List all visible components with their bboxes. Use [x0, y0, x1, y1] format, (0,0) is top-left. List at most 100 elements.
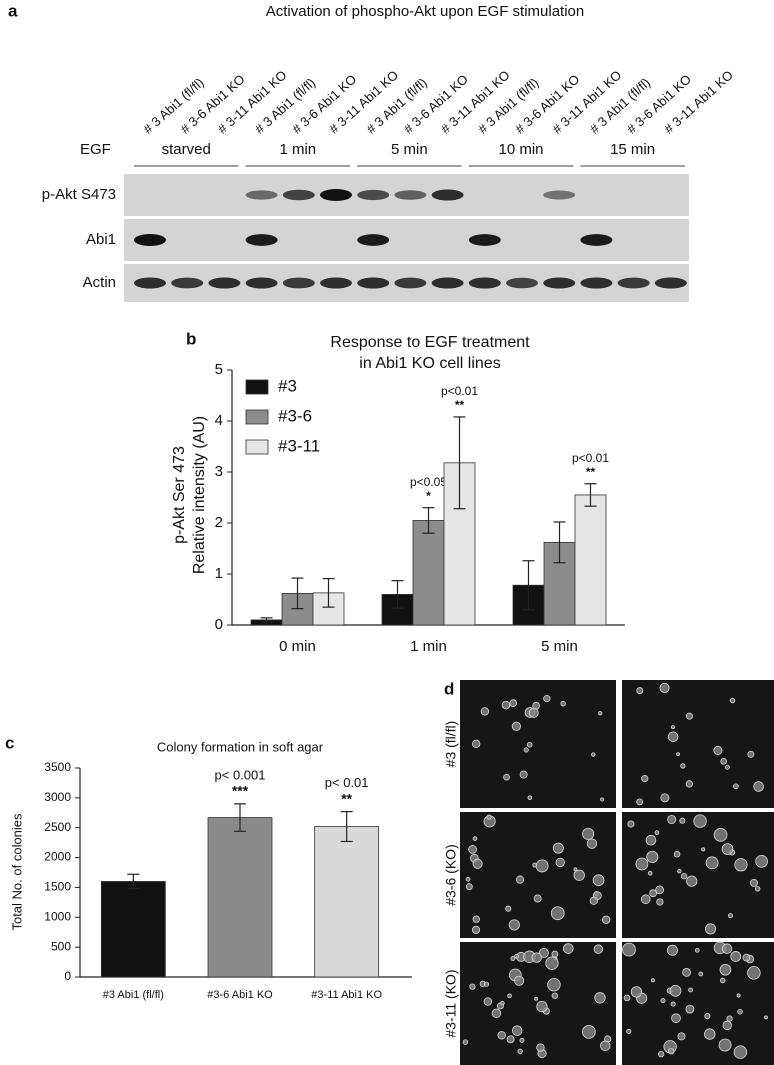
- cell-colony: [511, 721, 521, 731]
- cell-colony: [555, 857, 565, 868]
- time-group-label: 5 min: [391, 141, 428, 158]
- blot-band: [654, 277, 687, 289]
- cell-colony: [507, 993, 512, 999]
- cell-colony: [704, 1028, 716, 1040]
- cell-colony: [547, 977, 561, 992]
- cell-colony: [593, 944, 604, 954]
- cell-colony: [729, 697, 736, 704]
- p-value-label: p< 0.001: [215, 767, 266, 782]
- cell-colony: [668, 1048, 675, 1055]
- blot-band: [171, 277, 204, 289]
- bar: [314, 826, 380, 978]
- blot-band: [394, 277, 427, 289]
- cell-colony: [468, 845, 477, 854]
- cell-colony: [480, 707, 490, 716]
- cell-colony: [543, 695, 551, 703]
- error-bar: [391, 580, 404, 609]
- y-tick-label: 1500: [44, 880, 71, 894]
- cell-colony: [677, 869, 682, 874]
- cell-colony: [510, 956, 516, 961]
- cell-colony: [514, 975, 525, 986]
- x-tick-label: #3-11 Abi1 KO: [311, 989, 382, 1001]
- cell-colony: [753, 781, 764, 792]
- chart-title: Response to EGF treatment: [330, 334, 530, 351]
- cell-colony: [647, 870, 653, 876]
- x-tick-label: 1 min: [410, 638, 447, 655]
- cell-colony: [514, 953, 519, 959]
- legend-swatch: [245, 439, 269, 455]
- chart-title: Colony formation in soft agar: [157, 739, 324, 754]
- cell-colony: [552, 842, 564, 854]
- error-bar: [584, 483, 597, 507]
- cell-colony: [550, 906, 565, 921]
- cell-colony: [627, 820, 635, 828]
- cell-colony: [669, 984, 682, 997]
- cell-colony: [733, 783, 739, 790]
- cell-colony: [693, 814, 707, 828]
- significance-stars: ***: [232, 783, 249, 799]
- blot-band: [320, 189, 352, 201]
- cell-colony: [701, 847, 706, 852]
- cell-colony: [592, 874, 605, 887]
- image-row-label: #3-11 (KO): [443, 969, 459, 1037]
- y-axis-label: Total No. of colonies: [9, 813, 24, 931]
- blot-band: [580, 234, 613, 246]
- error-bar: [340, 810, 353, 843]
- error-bar: [291, 577, 304, 610]
- panel-label: a: [8, 1, 18, 20]
- cell-colony: [655, 885, 665, 895]
- y-tick-label: 2500: [44, 820, 71, 834]
- time-group-label: starved: [162, 141, 211, 158]
- cell-colony: [718, 1038, 732, 1052]
- cell-colony: [640, 894, 651, 905]
- blot-band: [134, 234, 166, 246]
- cell-colony: [538, 947, 549, 958]
- cell-colony: [747, 750, 755, 758]
- cell-colony: [673, 850, 681, 858]
- cell-colony: [472, 858, 483, 869]
- cell-colony: [519, 770, 528, 779]
- y-tick-label: 3: [215, 463, 223, 480]
- cell-colony: [722, 1020, 732, 1031]
- cell-colony: [721, 843, 734, 855]
- cell-colony: [749, 878, 758, 887]
- p-value-label: p<0.05: [410, 475, 447, 489]
- cell-colony: [677, 1032, 686, 1041]
- cell-colony: [486, 814, 492, 820]
- cell-colony: [551, 950, 559, 958]
- blot-band: [431, 277, 464, 289]
- cell-colony: [534, 996, 539, 1001]
- treatment-label: EGF: [80, 141, 111, 158]
- y-tick-label: 2: [215, 514, 223, 531]
- error-bar: [553, 521, 566, 564]
- cell-colony: [724, 764, 730, 770]
- cell-colony: [679, 817, 686, 824]
- y-tick-label: 2000: [44, 850, 71, 864]
- cell-colony: [646, 850, 659, 863]
- cell-colony: [719, 977, 726, 984]
- cell-colony: [462, 1039, 469, 1045]
- cell-colony: [685, 780, 693, 788]
- significance-stars: **: [586, 465, 596, 479]
- p-value-label: p< 0.01: [325, 775, 369, 790]
- cell-colony: [581, 1024, 596, 1039]
- blot-title: Activation of phospho-Akt upon EGF stimu…: [266, 3, 585, 20]
- cell-colony: [720, 757, 728, 765]
- y-tick-label: 3000: [44, 790, 71, 804]
- y-tick-label: 0: [64, 969, 71, 983]
- cell-colony: [666, 944, 678, 956]
- cell-colony: [660, 998, 666, 1004]
- significance-stars: *: [426, 489, 431, 503]
- cell-colony: [704, 1013, 711, 1020]
- cell-colony: [713, 828, 728, 842]
- cell-colony: [764, 1015, 768, 1020]
- cell-colony: [623, 994, 631, 1002]
- cell-colony: [736, 993, 741, 998]
- bar: [574, 494, 607, 626]
- cell-colony: [517, 1048, 523, 1054]
- p-value-label: p<0.01: [572, 451, 609, 465]
- cell-colony: [721, 943, 733, 954]
- cell-colony: [680, 873, 688, 880]
- blot-band: [245, 277, 278, 289]
- error-bar: [127, 873, 140, 890]
